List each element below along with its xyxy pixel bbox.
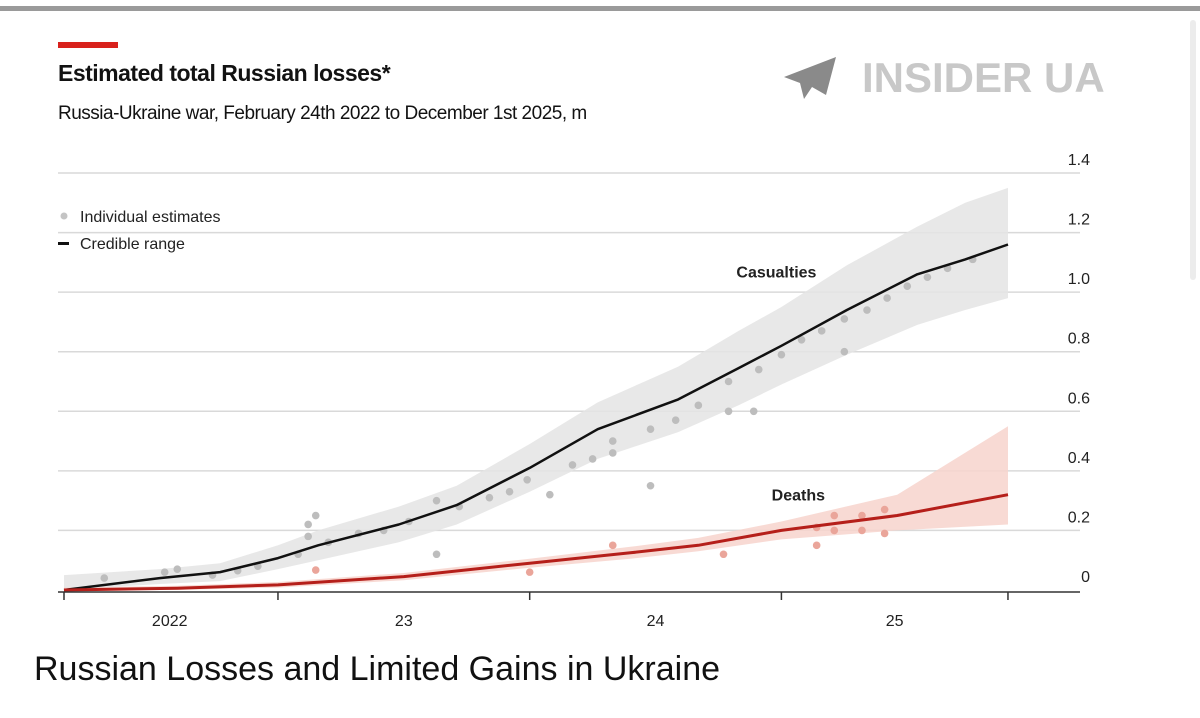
legend-dot-icon (60, 212, 68, 220)
watermark: INSIDER UA (782, 54, 1105, 102)
legend-credible-range: Credible range (80, 236, 185, 253)
estimate-point-casualties (432, 496, 441, 505)
estimate-point-casualties (863, 306, 871, 314)
estimate-point-casualties (749, 407, 758, 416)
estimate-point-casualties (646, 481, 655, 490)
y-tick-label: 1.2 (1068, 212, 1090, 229)
series-line-casualties (63, 243, 1009, 592)
x-tick-label: 25 (886, 613, 904, 630)
estimate-point-deaths (858, 526, 866, 535)
estimate-point-casualties (923, 273, 932, 282)
estimate-point-casualties (777, 350, 786, 359)
top-divider (0, 6, 1200, 11)
estimate-point-casualties (694, 401, 703, 410)
legend-individual-estimates: Individual estimates (80, 209, 221, 226)
estimate-point-casualties (724, 377, 733, 386)
x-tick-label: 23 (395, 613, 413, 630)
estimate-point-casualties (546, 490, 554, 499)
estimate-point-casualties (724, 407, 733, 416)
y-tick-label: 1.4 (1068, 152, 1090, 169)
estimate-point-casualties (304, 532, 312, 541)
estimate-point-deaths (311, 566, 320, 574)
estimate-point-casualties (432, 550, 441, 559)
estimate-point-casualties (608, 449, 617, 457)
legend-line-icon (58, 242, 69, 245)
estimate-point-casualties (817, 327, 826, 335)
series-label-casualties: Casualties (736, 264, 816, 281)
telegram-icon (784, 57, 836, 99)
series-line-deaths (63, 493, 1009, 592)
chart-title: Estimated total Russian losses* (58, 60, 391, 86)
estimate-point-casualties (523, 475, 531, 484)
estimate-point-deaths (812, 541, 821, 550)
watermark-text: INSIDER UA (862, 54, 1105, 101)
estimate-point-deaths (608, 541, 617, 550)
y-tick-label: 0.4 (1068, 450, 1090, 467)
post-caption: Russian Losses and Limited Gains in Ukra… (34, 650, 721, 688)
estimate-point-deaths (525, 568, 534, 576)
estimate-point-deaths (719, 550, 728, 559)
estimate-point-casualties (754, 365, 763, 374)
estimate-point-deaths (858, 511, 866, 520)
estimate-point-casualties (304, 520, 312, 529)
estimate-point-casualties (568, 461, 577, 469)
y-tick-label: 0.2 (1068, 509, 1090, 526)
y-tick-label: 1.0 (1068, 271, 1090, 288)
estimate-point-casualties (840, 347, 849, 356)
x-tick-label: 2022 (152, 613, 188, 630)
estimate-point-deaths (880, 529, 889, 538)
estimate-point-deaths (830, 511, 839, 520)
estimate-point-casualties (797, 336, 806, 344)
scrollbar[interactable] (1190, 20, 1196, 280)
estimate-point-casualties (646, 425, 655, 433)
estimate-point-casualties (505, 487, 514, 496)
estimate-point-casualties (903, 282, 912, 290)
estimate-point-casualties (160, 568, 169, 576)
estimate-point-casualties (883, 294, 891, 302)
estimate-point-casualties (588, 455, 597, 463)
estimate-point-deaths (880, 505, 889, 514)
estimate-point-casualties (608, 437, 617, 445)
estimate-point-casualties (840, 315, 849, 323)
series-label-deaths: Deaths (772, 488, 825, 505)
estimate-point-casualties (173, 565, 182, 573)
estimate-point-casualties (485, 493, 494, 502)
estimate-point-casualties (311, 511, 320, 520)
y-tick-label: 0.8 (1068, 331, 1090, 348)
x-tick-label: 24 (647, 613, 665, 630)
estimate-point-casualties (100, 574, 109, 582)
estimate-point-deaths (830, 526, 839, 535)
accent-rule (58, 42, 118, 48)
estimate-point-casualties (671, 416, 680, 425)
y-tick-label: 0.6 (1068, 390, 1090, 407)
y-tick-label: 0 (1081, 569, 1090, 586)
chart-subtitle: Russia-Ukraine war, February 24th 2022 t… (58, 103, 587, 124)
